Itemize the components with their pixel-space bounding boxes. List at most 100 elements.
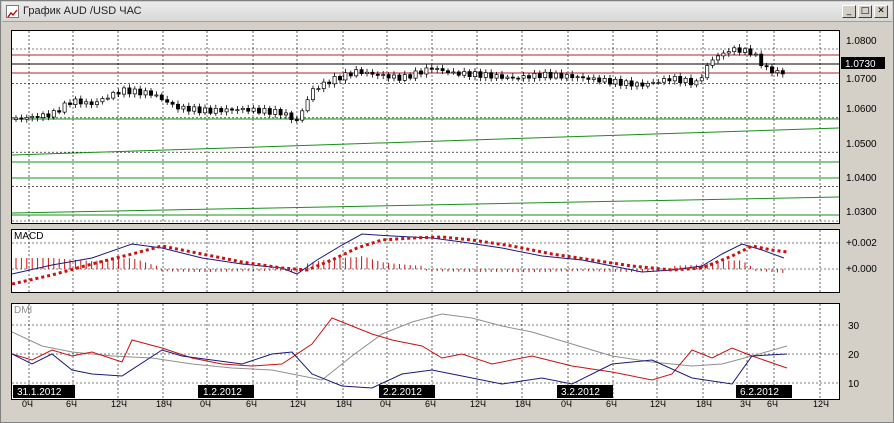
time-axis: 31.1.2012 1.2.2012 2.2.2012 3.2.2012 6.2…: [13, 385, 829, 409]
candle-body: [570, 74, 575, 79]
candle-body: [429, 67, 434, 70]
candle-body: [294, 119, 299, 121]
candle-body: [505, 76, 510, 79]
candle-body: [24, 117, 29, 120]
candle-body: [386, 74, 391, 79]
candle-body: [51, 110, 56, 118]
candle-body: [732, 47, 737, 53]
candle-body: [165, 99, 170, 103]
candle-body: [41, 113, 45, 118]
hour-label: 6Ч: [66, 399, 77, 409]
price-axis: 1.0800 1.0700 1.0600 1.0500 1.0400 1.030…: [841, 36, 885, 218]
minimize-button[interactable]: _: [842, 5, 856, 18]
candle-body: [446, 70, 450, 73]
price-pane[interactable]: [11, 30, 840, 224]
candle-body: [618, 78, 623, 86]
candle-body: [726, 51, 731, 54]
date-label-4: 3.2.2012: [557, 385, 613, 398]
candle-body: [116, 92, 121, 95]
candle-body: [127, 87, 132, 95]
candle-body: [100, 98, 105, 103]
hour-label: 6Ч: [606, 399, 617, 409]
candle-body: [397, 74, 402, 81]
hour-label: 0Ч: [200, 399, 211, 409]
candle-body: [251, 107, 256, 112]
candle-body: [213, 108, 218, 114]
hour-label: 18Ч: [156, 399, 172, 409]
close-button[interactable]: ✕: [874, 5, 888, 18]
candle-body: [737, 47, 742, 53]
candle-body: [624, 80, 629, 86]
title-bar[interactable]: График AUD /USD ЧАС _ □ ✕: [2, 2, 892, 22]
candle-body: [699, 77, 704, 82]
hour-label: 12Ч: [111, 399, 127, 409]
candle-body: [132, 88, 137, 95]
candle-body: [629, 80, 634, 87]
candle-body: [257, 107, 261, 114]
candle-body: [19, 117, 24, 120]
candle-body: [656, 81, 661, 84]
candle-body: [321, 81, 326, 89]
candle-body: [521, 75, 526, 79]
candle-body: [613, 78, 618, 85]
candle-body: [440, 68, 445, 72]
macd-pane[interactable]: MACD: [11, 229, 840, 293]
hour-label: 18Ч: [515, 399, 531, 409]
candle-body: [537, 73, 542, 79]
candle-body: [478, 71, 483, 78]
dmi-adx-line: [12, 313, 788, 381]
candle-body: [759, 53, 764, 66]
hour-label: 6Ч: [425, 399, 436, 409]
hour-label: 12Ч: [813, 399, 829, 409]
candle-body: [710, 59, 715, 66]
candle-body: [359, 69, 364, 74]
candle-body: [770, 66, 774, 74]
candle-body: [267, 108, 272, 115]
candle-body: [392, 74, 396, 79]
candle-body: [370, 71, 375, 75]
macd-label: MACD: [14, 231, 44, 242]
candle-body: [62, 102, 67, 113]
candle-body: [608, 78, 612, 85]
candle-body: [224, 108, 229, 113]
price-tick-label: 1.0800: [846, 36, 877, 47]
maximize-button[interactable]: □: [858, 5, 872, 18]
candle-body: [289, 112, 294, 120]
candle-body: [516, 77, 521, 80]
window-title: График AUD /USD ЧАС: [23, 5, 142, 17]
price-tick-label: 1.0600: [846, 104, 877, 115]
candle-body: [705, 65, 710, 79]
date-label-3: 2.2.2012: [379, 385, 435, 398]
dmi-plus-di-line: [12, 317, 788, 381]
macd-signal-line: [12, 235, 788, 286]
candle-body: [105, 97, 110, 100]
candle-body: [365, 71, 369, 74]
candle-body: [122, 87, 126, 95]
candle-body: [494, 74, 499, 79]
dmi-chart: [12, 304, 839, 399]
macd-chart: [12, 230, 839, 292]
candle-body: [548, 71, 553, 79]
hour-label: 12Ч: [470, 399, 486, 409]
hour-label: 12Ч: [290, 399, 306, 409]
candle-body: [489, 72, 494, 79]
candle-body: [419, 70, 423, 75]
candle-body: [84, 101, 89, 105]
candle-body: [338, 76, 342, 81]
candle-body: [683, 77, 688, 83]
dmi-pane[interactable]: DMI: [11, 303, 840, 400]
candle-body: [651, 81, 656, 84]
candle-body: [564, 74, 569, 79]
candle-body: [300, 110, 305, 121]
date-label-1: 31.1.2012: [13, 385, 75, 398]
candle-body: [456, 71, 461, 76]
candle-body: [662, 78, 666, 83]
candle-body: [111, 92, 116, 99]
svg-text:3.2.2012: 3.2.2012: [561, 387, 600, 398]
candle-body: [230, 108, 234, 111]
candle-body: [143, 90, 148, 96]
price-tick-label: 1.0400: [846, 173, 877, 184]
candle-body: [554, 72, 558, 79]
svg-text:31.1.2012: 31.1.2012: [17, 387, 62, 398]
